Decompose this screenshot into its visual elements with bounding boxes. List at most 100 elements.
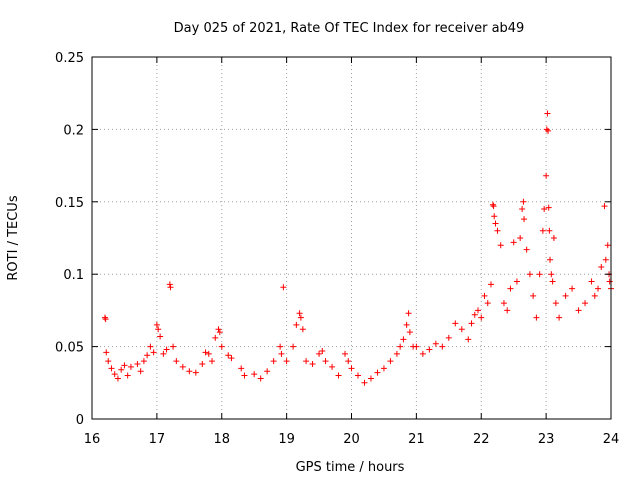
- data-point: [507, 285, 514, 292]
- data-point: [601, 203, 608, 210]
- data-point: [533, 314, 540, 321]
- data-point: [491, 213, 498, 220]
- data-point: [179, 363, 186, 370]
- data-point: [118, 366, 125, 373]
- data-point: [153, 321, 160, 328]
- x-tick-label: 16: [84, 432, 101, 447]
- y-tick-label: 0.05: [55, 341, 84, 356]
- data-point: [155, 326, 162, 333]
- data-point: [342, 350, 349, 357]
- data-point: [543, 172, 550, 179]
- data-point: [225, 352, 232, 359]
- data-point: [218, 343, 225, 350]
- data-point: [426, 346, 433, 353]
- data-point: [309, 360, 316, 367]
- x-tick-label: 19: [278, 432, 295, 447]
- data-point: [549, 278, 556, 285]
- data-point: [205, 350, 212, 357]
- data-point: [530, 292, 537, 299]
- data-point: [543, 126, 550, 133]
- data-point: [335, 372, 342, 379]
- data-point: [602, 256, 609, 263]
- data-point: [489, 201, 496, 208]
- data-point: [166, 281, 173, 288]
- data-point: [283, 358, 290, 365]
- data-point: [478, 314, 485, 321]
- data-point: [319, 347, 326, 354]
- data-point: [361, 379, 368, 386]
- data-point: [471, 311, 478, 318]
- data-point: [475, 307, 482, 314]
- data-point: [216, 329, 223, 336]
- data-point: [432, 340, 439, 347]
- data-point: [513, 278, 520, 285]
- data-point: [582, 300, 589, 307]
- data-point: [147, 343, 154, 350]
- data-point: [103, 349, 110, 356]
- data-point: [492, 220, 499, 227]
- data-point: [101, 314, 108, 321]
- data-point: [591, 292, 598, 299]
- data-point: [134, 360, 141, 367]
- data-point: [517, 235, 524, 241]
- data-point: [192, 369, 199, 376]
- data-point: [552, 300, 559, 307]
- data-point: [228, 355, 235, 362]
- data-point: [387, 358, 394, 365]
- data-point: [241, 372, 248, 379]
- data-point: [127, 363, 134, 370]
- data-point: [458, 326, 465, 333]
- data-point: [150, 349, 157, 356]
- data-point: [251, 371, 258, 378]
- data-point: [445, 334, 452, 341]
- data-point: [329, 363, 336, 370]
- data-point: [490, 203, 497, 210]
- data-point: [264, 368, 271, 375]
- data-point: [562, 292, 569, 299]
- data-point: [419, 350, 426, 357]
- data-point: [588, 278, 595, 285]
- y-tick-label: 0.15: [55, 196, 84, 211]
- data-point: [297, 314, 304, 321]
- data-point: [523, 246, 530, 253]
- data-point: [354, 372, 361, 379]
- data-point: [403, 321, 410, 328]
- data-point: [595, 285, 602, 292]
- data-point: [452, 320, 459, 327]
- data-point: [405, 310, 412, 317]
- data-point: [160, 350, 167, 357]
- data-point: [519, 206, 526, 213]
- data-point: [144, 352, 151, 359]
- x-tick-label: 20: [343, 432, 360, 447]
- data-point: [468, 320, 475, 327]
- data-point: [277, 343, 284, 350]
- data-point: [215, 326, 222, 333]
- data-point: [606, 278, 613, 285]
- y-tick-label: 0.2: [63, 123, 84, 138]
- data-point: [406, 329, 413, 336]
- data-point: [167, 284, 174, 291]
- data-point: [598, 263, 605, 270]
- data-point: [487, 281, 494, 288]
- x-axis-label: GPS time / hours: [296, 460, 405, 475]
- data-point: [102, 316, 109, 323]
- data-point: [545, 127, 552, 134]
- data-point: [348, 365, 355, 372]
- data-point: [199, 360, 206, 367]
- data-point: [209, 358, 216, 365]
- data-point: [212, 334, 219, 341]
- data-point: [322, 358, 329, 365]
- y-tick-label: 0: [76, 413, 84, 428]
- data-point: [299, 326, 306, 333]
- data-point: [374, 369, 381, 376]
- data-point: [278, 350, 285, 357]
- data-point: [157, 333, 164, 340]
- data-point: [556, 314, 563, 321]
- data-point: [137, 368, 144, 375]
- y-tick-label: 0.1: [63, 268, 84, 283]
- y-axis-label: ROTI / TECUs: [6, 195, 21, 280]
- x-tick-label: 21: [408, 432, 425, 447]
- data-point: [604, 242, 611, 249]
- data-point: [550, 235, 557, 241]
